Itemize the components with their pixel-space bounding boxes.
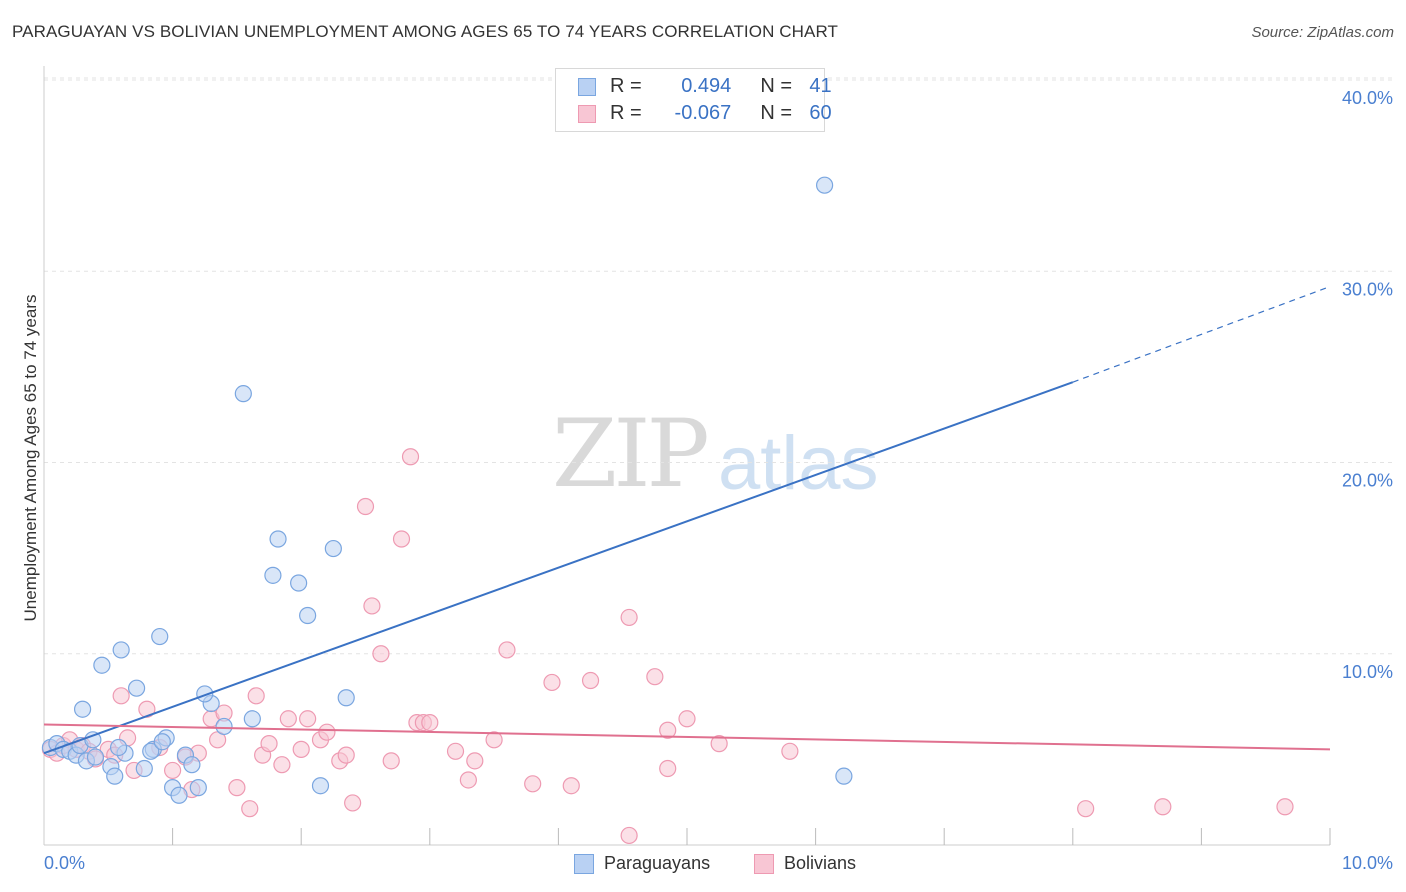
legend-swatch-bolivians [578, 105, 596, 123]
legend-n-label: N = [760, 102, 793, 124]
point-bolivian [1276, 798, 1294, 816]
correlation-legend: R = 0.494 N = 41 R = -0.067 N = 60 [555, 68, 832, 132]
legend-r-label: R = [610, 102, 642, 124]
legend-n-label: N = [760, 75, 793, 97]
point-paraguayan [153, 733, 171, 751]
point-bolivian [498, 641, 516, 659]
legend-n-value: 41 [809, 75, 832, 97]
point-paraguayan [264, 566, 282, 584]
point-bolivian [581, 671, 600, 690]
point-paraguayan [835, 767, 853, 785]
bottom-legend-label-bolivians: Bolivians [784, 853, 857, 873]
point-paraguayan [135, 759, 153, 778]
point-paraguayan [84, 731, 102, 749]
legend-r-value: 0.494 [681, 75, 732, 97]
watermark-atlas: atlas [718, 421, 879, 506]
point-paraguayan [151, 627, 169, 646]
legend-r-label: R = [610, 75, 642, 97]
point-paraguayan [112, 641, 130, 659]
y-axis-label: Unemployment Among Ages 65 to 74 years [21, 295, 40, 622]
point-bolivian [1154, 798, 1172, 816]
point-bolivian [1077, 800, 1095, 818]
point-bolivian [678, 710, 696, 728]
point-paraguayan [106, 767, 124, 785]
bottom-legend-label-paraguayans: Paraguayans [604, 853, 711, 873]
point-bolivian [279, 710, 297, 728]
point-bolivian [138, 700, 156, 718]
point-paraguayan [142, 742, 160, 760]
trendline-paraguayans [43, 381, 1074, 755]
point-bolivian [710, 735, 728, 753]
point-bolivian [363, 597, 381, 615]
point-bolivian [781, 742, 799, 760]
point-paraguayan [86, 748, 105, 766]
legend-swatch-paraguayans [578, 78, 596, 96]
legend-n-value: 60 [809, 102, 832, 124]
point-bolivian [260, 735, 278, 753]
point-paraguayan [127, 679, 146, 697]
point-paraguayan [73, 700, 92, 718]
point-bolivian [356, 497, 375, 516]
point-paraguayan [311, 777, 330, 795]
point-bolivian [485, 731, 503, 749]
legend-r-value: -0.067 [674, 102, 732, 124]
point-bolivian [112, 687, 130, 705]
point-paraguayan [234, 385, 252, 403]
point-bolivian [292, 740, 310, 758]
point-paraguayan [183, 756, 201, 774]
point-paraguayan [816, 176, 834, 194]
point-bolivian [241, 800, 259, 818]
y-tick-label: 20.0% [1342, 471, 1393, 491]
point-bolivian [459, 771, 477, 789]
bottom-swatch-bolivians [754, 854, 774, 874]
point-bolivian [620, 608, 638, 627]
trendline-bolivians [43, 723, 1331, 751]
point-paraguayan [93, 656, 111, 674]
point-bolivian [646, 668, 664, 686]
point-paraguayan [170, 786, 188, 804]
y-tick-label: 40.0% [1342, 88, 1393, 108]
point-bolivian [543, 673, 561, 692]
point-paraguayan [243, 710, 261, 728]
point-paraguayan [189, 779, 207, 797]
source-label: Source: ZipAtlas.com [1251, 24, 1394, 41]
point-bolivian [382, 752, 400, 770]
point-bolivian [524, 775, 542, 793]
point-paraguayan [196, 685, 214, 703]
point-paraguayan [337, 689, 355, 707]
point-bolivian [466, 752, 484, 770]
point-bolivian [659, 759, 677, 778]
point-bolivian [247, 687, 265, 705]
point-bolivian [392, 530, 411, 548]
point-paraguayan [299, 606, 317, 625]
point-paraguayan [109, 738, 128, 757]
x-tick-label: 0.0% [44, 853, 85, 873]
chart-title: PARAGUAYAN VS BOLIVIAN UNEMPLOYMENT AMON… [12, 22, 839, 41]
point-bolivian [421, 713, 439, 732]
point-bolivian [446, 742, 465, 760]
y-tick-label: 30.0% [1342, 279, 1393, 299]
point-bolivian [401, 448, 420, 466]
y-tick-label: 10.0% [1342, 662, 1393, 682]
point-bolivian [164, 761, 182, 780]
point-bolivian [273, 756, 291, 774]
point-bolivian [372, 645, 390, 663]
point-bolivian [299, 710, 317, 728]
x-tick-label: 10.0% [1342, 853, 1393, 873]
point-bolivian [228, 779, 246, 797]
trendline-paraguayans-extension [1072, 285, 1331, 383]
point-bolivian [562, 777, 580, 795]
point-bolivian [318, 723, 336, 741]
point-paraguayan [324, 539, 342, 558]
point-bolivian [344, 794, 362, 812]
point-bolivian [659, 721, 677, 739]
point-paraguayan [290, 574, 308, 592]
bottom-swatch-paraguayans [574, 854, 594, 874]
point-bolivian [337, 746, 355, 764]
watermark-zip: ZIP [552, 400, 710, 509]
point-bolivian [620, 826, 638, 845]
point-paraguayan [215, 717, 233, 736]
point-paraguayan [269, 530, 287, 548]
